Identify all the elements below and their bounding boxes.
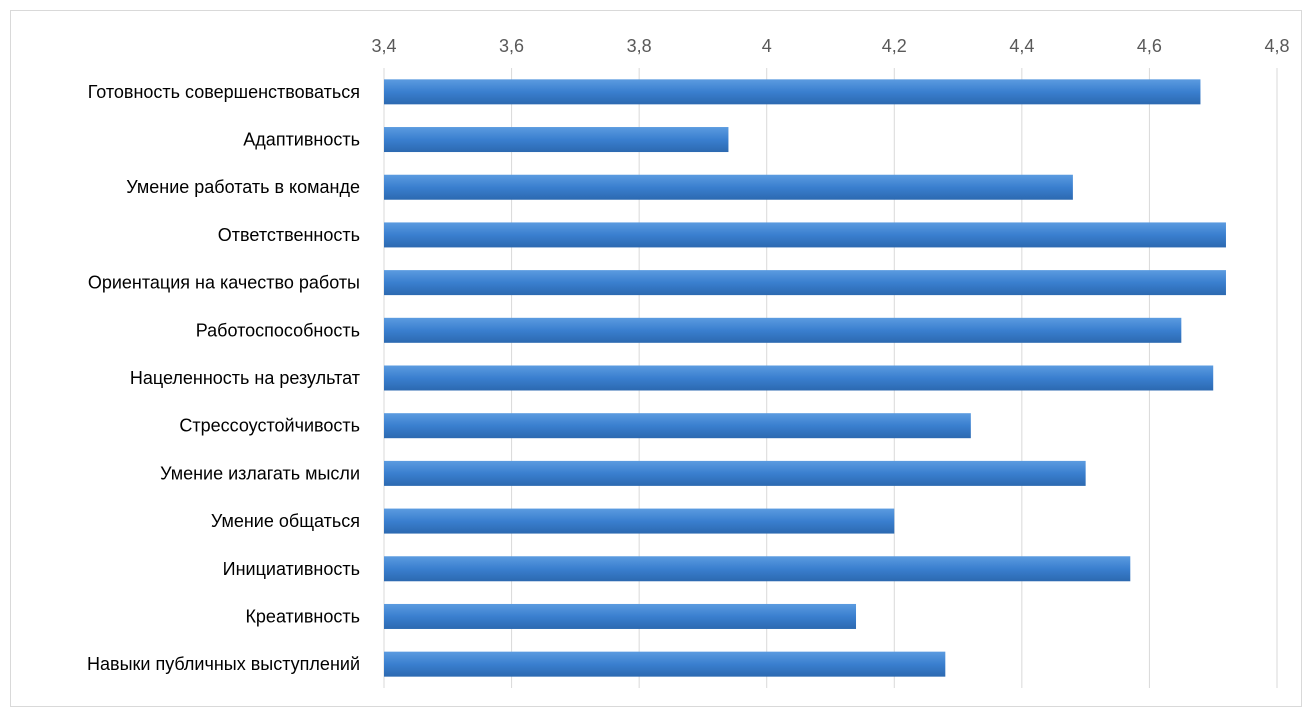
bar (384, 460, 1086, 486)
category-label: Готовность совершенствоваться (88, 82, 360, 102)
category-label: Умение излагать мысли (160, 463, 360, 483)
bar (384, 174, 1073, 200)
x-tick-label: 4,4 (1009, 36, 1034, 56)
bar (384, 508, 895, 534)
category-label: Работоспособность (196, 320, 360, 340)
category-label: Нацеленность на результат (130, 368, 360, 388)
bar (384, 270, 1226, 296)
x-tick-label: 3,6 (499, 36, 524, 56)
category-label: Стрессоустойчивость (179, 416, 360, 436)
bar (384, 603, 857, 629)
bar (384, 79, 1201, 105)
category-label: Навыки публичных выступлений (87, 654, 360, 674)
category-label: Ориентация на качество работы (88, 273, 360, 293)
x-tick-label: 4,2 (882, 36, 907, 56)
category-label: Креативность (245, 606, 360, 626)
x-tick-label: 4 (762, 36, 772, 56)
category-labels: Готовность совершенствоваться Адаптивност… (87, 82, 360, 674)
bar (384, 556, 1131, 582)
x-tick-label: 3,8 (627, 36, 652, 56)
chart-frame (10, 10, 1302, 707)
category-label: Инициативность (223, 559, 360, 579)
bar (384, 651, 946, 677)
bar (384, 413, 971, 439)
x-axis-ticks: 3,4 3,6 3,8 4 4,2 4,4 4,6 4,8 (371, 36, 1289, 56)
x-tick-label: 4,8 (1264, 36, 1289, 56)
bar (384, 365, 1214, 391)
category-label: Ответственность (218, 225, 360, 245)
category-label: Умение общаться (211, 511, 360, 531)
category-label: Умение работать в команде (126, 177, 360, 197)
bar (384, 222, 1226, 248)
bar (384, 317, 1182, 343)
x-tick-label: 4,6 (1137, 36, 1162, 56)
category-label: Адаптивность (243, 130, 360, 150)
bars (384, 79, 1226, 677)
x-tick-label: 3,4 (371, 36, 396, 56)
bar (384, 127, 729, 153)
